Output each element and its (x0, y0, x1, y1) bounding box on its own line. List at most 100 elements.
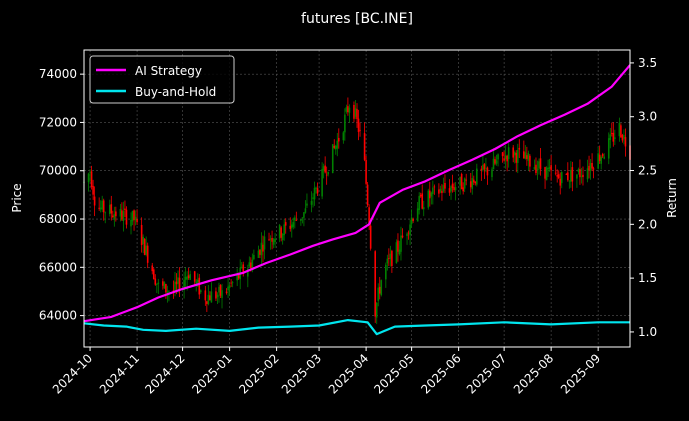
candle-body (529, 155, 531, 167)
candle-body (471, 178, 474, 189)
candle-body (221, 290, 223, 298)
candle-body (523, 151, 525, 159)
candle-body (289, 225, 292, 229)
candle-body (427, 190, 430, 208)
candle-body (589, 162, 592, 171)
candle-body (482, 165, 484, 171)
candle-body (216, 294, 219, 298)
legend-label-ai-strategy: AI Strategy (135, 64, 202, 78)
candle-body (166, 291, 169, 293)
candle-body (365, 160, 367, 184)
candle-body (218, 286, 220, 293)
candle-body (539, 158, 542, 170)
candle-body (210, 291, 213, 303)
candle-body (196, 279, 199, 283)
candle-body (90, 171, 93, 187)
candle-body (92, 185, 94, 195)
candle-body (512, 147, 515, 158)
candle-body (378, 286, 381, 294)
y-tick-label-left: 66000 (39, 260, 77, 274)
candle-body (442, 185, 445, 192)
candle-body (385, 264, 387, 280)
candle-body (369, 225, 372, 249)
candle-body (576, 174, 578, 179)
candle-body (250, 262, 252, 269)
candle-body (259, 249, 261, 255)
y-axis-left-label: Price (10, 183, 24, 212)
candle-body (597, 153, 599, 169)
candle-body (398, 249, 401, 255)
candle-body (516, 150, 519, 163)
candle-body (422, 207, 425, 210)
candle-body (172, 290, 175, 292)
candle-body (557, 174, 560, 179)
candle-body (237, 273, 240, 279)
candle-body (547, 167, 549, 170)
candle-body (342, 132, 345, 141)
candle-body (459, 176, 461, 186)
candle-body (504, 155, 507, 160)
candle-body (439, 188, 442, 192)
candle-body (142, 236, 144, 245)
candle-body (611, 133, 613, 134)
y-axis-right-label: Return (665, 178, 679, 218)
candle-body (465, 179, 467, 181)
candle-body (386, 258, 389, 264)
candle-body (269, 238, 272, 240)
candle-body (325, 174, 328, 176)
candle-body (624, 137, 627, 147)
candle-body (388, 258, 390, 259)
candle-body (112, 215, 114, 217)
candle-body (110, 204, 113, 214)
y-tick-label-right: 3.5 (638, 56, 657, 70)
candle-body (357, 118, 360, 132)
candle-body (618, 122, 621, 137)
candle-body (104, 212, 107, 214)
candle-body (113, 214, 116, 220)
candle-body (451, 183, 454, 189)
candle-body (368, 207, 370, 225)
candle-body (290, 224, 293, 229)
candle-body (421, 193, 424, 209)
candle-body (300, 219, 302, 221)
candle-body (556, 175, 558, 177)
candle-body (134, 216, 137, 221)
candle-body (513, 152, 516, 156)
candle-body (536, 168, 539, 171)
candle-body (225, 291, 228, 293)
candle-body (377, 287, 380, 301)
candle-body (219, 285, 222, 296)
candle-body (480, 168, 483, 171)
candle-body (189, 274, 191, 280)
candle-body (580, 176, 583, 178)
candle-body (518, 147, 521, 150)
candle-body (183, 279, 185, 290)
candle-body (469, 181, 472, 188)
candle-body (306, 203, 308, 206)
candle-body (145, 245, 147, 255)
candle-body (598, 154, 601, 161)
candle-body (262, 244, 264, 252)
candle-body (260, 242, 263, 256)
candle-body (495, 160, 498, 164)
candle-body (187, 275, 190, 278)
candle-body (140, 224, 143, 245)
candle-body (359, 129, 361, 131)
candle-body (494, 159, 496, 164)
candle-body (419, 195, 422, 197)
candle-body (278, 224, 281, 239)
y-tick-label-left: 70000 (39, 164, 77, 178)
candle-body (303, 212, 305, 218)
candle-body (454, 187, 457, 191)
candle-body (175, 281, 178, 285)
candle-body (406, 233, 408, 236)
candle-body (304, 208, 307, 213)
candle-body (272, 239, 275, 245)
candle-body (416, 208, 419, 222)
candle-body (527, 153, 530, 161)
candle-body (410, 217, 413, 225)
candle-body (227, 286, 229, 291)
candle-body (195, 281, 198, 284)
candle-body (366, 184, 369, 206)
candle-body (560, 171, 563, 184)
